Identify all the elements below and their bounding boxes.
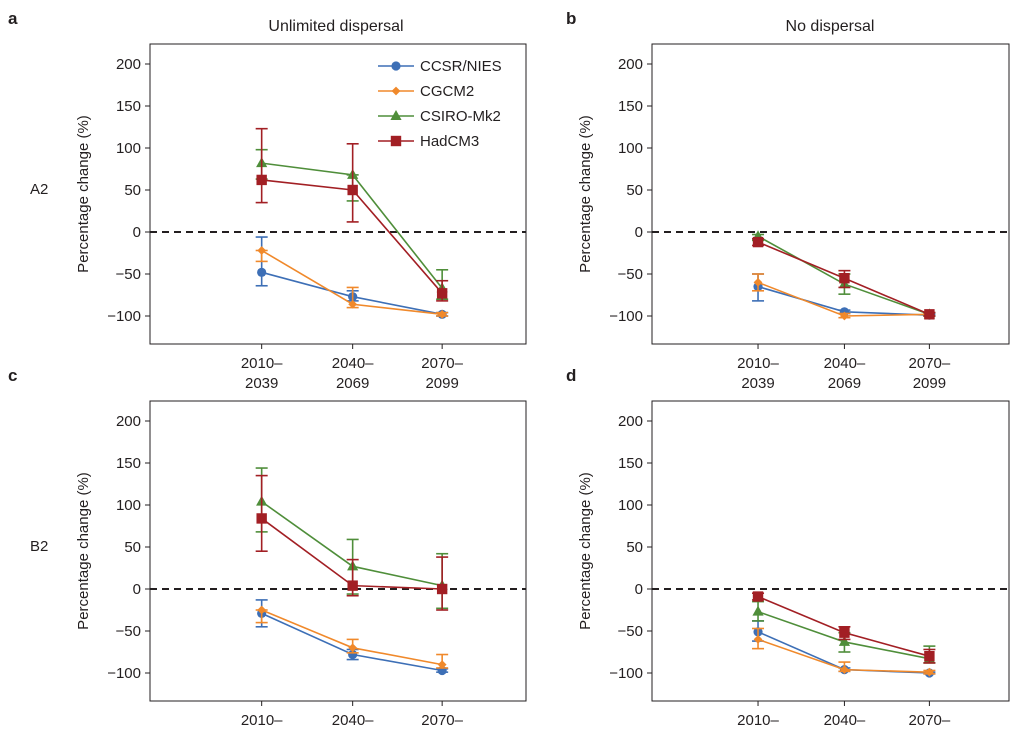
legend-label-ccsr-nies: CCSR/NIES xyxy=(420,58,502,75)
panel-letter-c: c xyxy=(8,366,17,385)
plot-frame xyxy=(149,43,527,345)
plot-frame xyxy=(651,400,1010,702)
panel-a: a Unlimited dispersal A2 200 150 100 50 0 −50 −10… xyxy=(8,9,527,392)
data-point-cgcm2 xyxy=(840,665,849,675)
legend-label-cgcm2: CGCM2 xyxy=(420,83,474,100)
y-tick-label: 50 xyxy=(124,182,141,199)
data-point-cgcm2 xyxy=(348,299,358,309)
legend-marker-ccsr-nies xyxy=(391,61,401,71)
y-tick-label: 150 xyxy=(116,98,141,115)
data-point-cgcm2 xyxy=(348,643,358,653)
y-axis-title: Percentage change (%) xyxy=(75,472,92,630)
y-axis-title: Percentage change (%) xyxy=(577,472,594,630)
legend-marker-cgcm2 xyxy=(391,86,401,96)
legend-label-hadcm3: HadCM3 xyxy=(420,133,479,150)
x-tick-label: 2070–2099 xyxy=(421,355,463,392)
x-tick-label: 2040–2069 xyxy=(332,712,374,729)
y-tick-label: 50 xyxy=(124,539,141,556)
panel-letter-b: b xyxy=(566,9,576,28)
y-tick-label: −50 xyxy=(618,623,643,640)
panel-b: b No dispersal 200 150 100 50 0 −50 −100 Percenta… xyxy=(566,9,1010,392)
y-tick-label: −100 xyxy=(609,308,643,325)
y-tick-label: −50 xyxy=(116,623,141,640)
x-tick-label: 2010–2039 xyxy=(737,712,779,729)
data-point-hadcm3 xyxy=(839,273,850,284)
x-tick-label: 2070–2099 xyxy=(909,712,951,729)
data-point-hadcm3 xyxy=(924,309,935,320)
y-tick-label: 200 xyxy=(116,413,141,430)
y-tick-label: 200 xyxy=(618,56,643,73)
x-tick-label: 2070–2099 xyxy=(909,355,951,392)
x-tick-label: 2040–2069 xyxy=(824,712,866,729)
x-tick-label: 2040–2069 xyxy=(824,355,866,392)
data-point-hadcm3 xyxy=(347,184,358,196)
y-axis-title: Percentage change (%) xyxy=(577,115,594,273)
y-tick-label: −100 xyxy=(609,665,643,682)
data-point-cgcm2 xyxy=(924,667,934,677)
y-tick-label: 150 xyxy=(116,455,141,472)
x-tick-label: 2070–2099 xyxy=(421,712,463,729)
y-tick-label: −50 xyxy=(116,266,141,283)
legend-marker-csiro-mk2 xyxy=(390,110,402,120)
data-point-cgcm2 xyxy=(257,246,267,255)
y-tick-label: −100 xyxy=(107,665,141,682)
panel-d: d 200 150 100 50 0 −50 −100 Percentage change (%… xyxy=(566,366,1010,734)
panel-letter-a: a xyxy=(8,9,18,28)
legend-label-csiro-mk2: CSIRO-Mk2 xyxy=(420,108,501,125)
y-tick-label: 150 xyxy=(618,455,643,472)
panel-c: c B2 200 150 100 50 0 −50 −100 Percentage change … xyxy=(8,366,527,734)
y-tick-label: 200 xyxy=(618,413,643,430)
data-point-ccsr-nies xyxy=(257,267,267,277)
data-point-hadcm3 xyxy=(752,591,764,602)
data-point-cgcm2 xyxy=(753,635,763,644)
y-tick-label: 0 xyxy=(133,224,141,241)
plot-frame xyxy=(651,43,1010,345)
y-tick-label: 150 xyxy=(618,98,643,115)
data-point-hadcm3 xyxy=(256,513,267,524)
data-point-hadcm3 xyxy=(256,174,267,186)
data-point-hadcm3 xyxy=(924,651,935,662)
data-point-csiro-mk2 xyxy=(838,635,851,646)
panel-title: No dispersal xyxy=(786,18,875,35)
y-tick-label: −100 xyxy=(107,308,141,325)
y-tick-label: 100 xyxy=(618,497,643,514)
data-point-cgcm2 xyxy=(753,278,763,287)
y-tick-label: 50 xyxy=(626,539,643,556)
x-tick-label: 2040–2069 xyxy=(332,355,374,392)
data-point-hadcm3 xyxy=(839,627,850,638)
data-point-cgcm2 xyxy=(257,605,267,615)
legend: CCSR/NIES CGCM2 CSIRO-Mk2 HadCM3 xyxy=(378,58,502,150)
data-point-hadcm3 xyxy=(347,580,358,591)
x-tick-label: 2010–2039 xyxy=(241,355,283,392)
y-tick-label: 0 xyxy=(635,224,643,241)
x-tick-label: 2010–2039 xyxy=(737,355,779,392)
x-tick-label: 2010–2039 xyxy=(241,712,283,729)
row-label: B2 xyxy=(30,538,48,555)
y-tick-label: 100 xyxy=(116,497,141,514)
y-tick-label: 100 xyxy=(618,140,643,157)
data-point-cgcm2 xyxy=(437,660,447,669)
plot-frame xyxy=(149,400,527,702)
data-point-cgcm2 xyxy=(437,309,447,319)
data-point-cgcm2 xyxy=(840,311,849,321)
panel-letter-d: d xyxy=(566,366,576,385)
y-tick-label: 50 xyxy=(626,182,643,199)
y-tick-label: 200 xyxy=(116,56,141,73)
data-point-csiro-mk2 xyxy=(752,605,764,616)
y-axis-title: Percentage change (%) xyxy=(75,115,92,273)
data-point-hadcm3 xyxy=(436,583,448,595)
y-tick-label: 0 xyxy=(635,581,643,598)
legend-marker-hadcm3 xyxy=(390,135,402,147)
y-tick-label: 0 xyxy=(133,581,141,598)
panel-title: Unlimited dispersal xyxy=(268,18,403,35)
y-tick-label: 100 xyxy=(116,140,141,157)
y-tick-label: −50 xyxy=(618,266,643,283)
data-point-hadcm3 xyxy=(752,236,764,248)
row-label: A2 xyxy=(30,181,48,198)
data-point-hadcm3 xyxy=(436,288,448,299)
